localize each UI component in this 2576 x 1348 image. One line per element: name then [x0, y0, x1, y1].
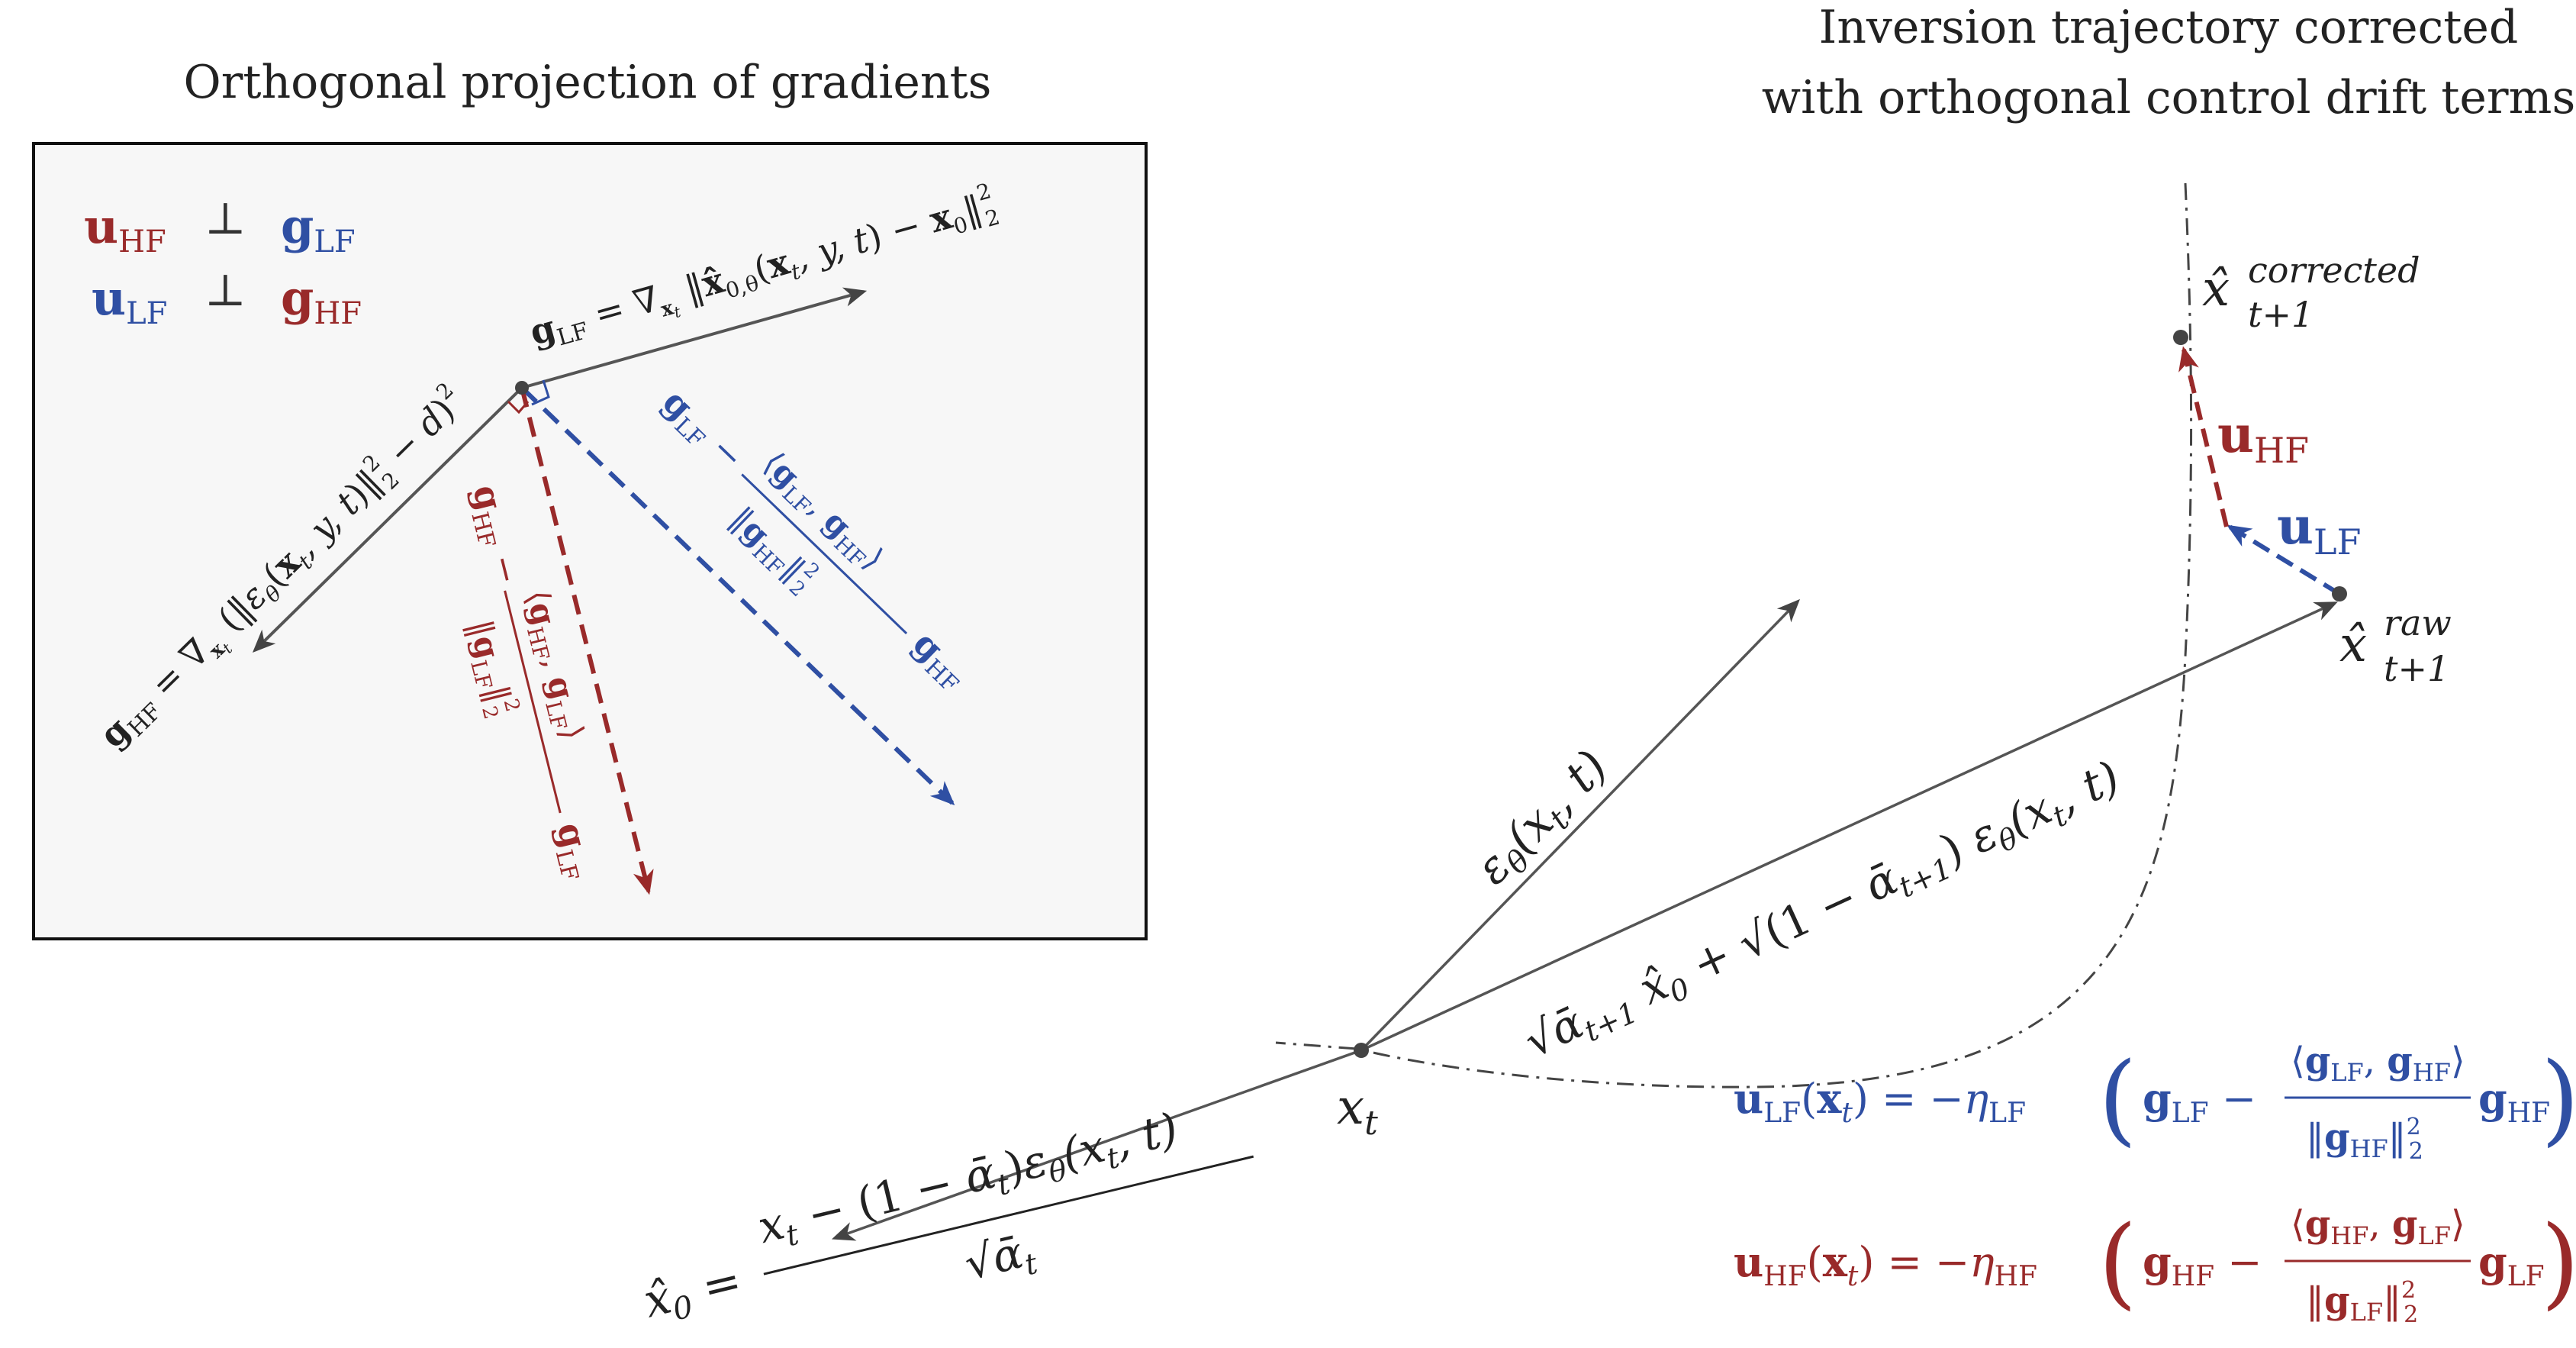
projected-lf-arrow [520, 385, 955, 806]
inversion-trajectory [1275, 182, 2193, 1088]
svg-text:⟨gHF, gLF⟩: ⟨gHF, gLF⟩ [2291, 1203, 2465, 1250]
svg-text:t+1: t+1 [2248, 294, 2314, 335]
u-hf-label: uHF [2217, 405, 2309, 471]
svg-text:uLF(xt) = −ηLF: uLF(xt) = −ηLF [1734, 1074, 2026, 1129]
svg-text:gHF −: gHF − [2143, 1237, 2262, 1292]
g-hf-label: gHF = ∇xt (‖εθ(xt, y, t)‖22 − d)2 [89, 377, 478, 761]
x-raw-label: x̂ raw t+1 [2339, 602, 2452, 689]
right-panel-title-line1: Inversion trajectory corrected [1819, 1, 2519, 54]
equation-u-hf: uHF(xt) = −ηHF ( gHF − ⟨gHF, gLF⟩ ‖gLF‖2… [1734, 1203, 2576, 1328]
right-panel-title-line2: with orthogonal control drift terms [1762, 71, 2575, 124]
left-panel-title: Orthogonal projection of gradients [184, 56, 992, 109]
x-raw-point [2332, 586, 2347, 601]
svg-text:√ᾱt: √ᾱt [959, 1224, 1041, 1295]
svg-text:x̂: x̂ [2202, 261, 2230, 318]
g-hf-arrow [252, 386, 523, 653]
svg-text:): ) [2541, 1204, 2576, 1320]
svg-text:gHF: gHF [2478, 1074, 2550, 1129]
svg-text:(: ( [2098, 1040, 2137, 1156]
ddim-step-label: √ᾱt+1 x̂0 + √(1 − ᾱt+1) εθ(xt, t) [1517, 750, 2130, 1072]
svg-text:uHF(xt) = −ηHF: uHF(xt) = −ηHF [1734, 1237, 2037, 1292]
epsilon-direction-arrow [1360, 598, 1800, 1052]
svg-text:gHF = ∇xt (‖εθ(xt, y, t)‖22 −: gHF = ∇xt (‖εθ(xt, y, t)‖22 − d)2 [89, 377, 478, 761]
x-t-point [1354, 1043, 1369, 1058]
x0-label: x̂0 = xt − (1 − ᾱt)εθ(xt, t) √ᾱt [639, 1102, 1254, 1333]
svg-text:corrected: corrected [2248, 250, 2420, 291]
projected-hf-label: gHF − ⟨gHF, gLF⟩ ‖gLF‖22 gLF [456, 481, 595, 884]
ddim-step-arrow [1360, 601, 2338, 1052]
svg-text:raw: raw [2384, 602, 2452, 643]
projected-hf-arrow [520, 387, 654, 895]
x0-direction-arrow [831, 1049, 1362, 1241]
svg-text:gLF −: gLF − [2143, 1074, 2256, 1129]
svg-text:⟨gHF, gLF⟩: ⟨gHF, gLF⟩ [514, 586, 592, 745]
svg-text:‖gLF‖22: ‖gLF‖22 [456, 615, 524, 721]
u-lf-arrow [2227, 524, 2341, 596]
right-angle-mark-blue [531, 379, 550, 406]
x-t-label: xt [1337, 1079, 1378, 1143]
svg-text:uHF: uHF [2217, 405, 2309, 471]
x-corrected-point [2173, 330, 2188, 345]
svg-text:t+1: t+1 [2384, 648, 2449, 689]
svg-text:x̂0 =: x̂0 = [639, 1253, 748, 1333]
svg-text:uLF: uLF [2277, 496, 2361, 563]
u-hf-arrow [2178, 346, 2229, 527]
x-corrected-label: x̂ corrected t+1 [2202, 250, 2420, 335]
equation-u-lf: uLF(xt) = −ηLF ( gLF − ⟨gLF, gHF⟩ ‖gHF‖2… [1734, 1040, 2576, 1165]
projection-panel [32, 142, 1148, 940]
epsilon-label: εθ(xt, t) [1466, 740, 1622, 898]
right-angle-mark-red [507, 400, 530, 414]
svg-text:⊥: ⊥ [204, 192, 246, 244]
svg-text:xt − (1 − ᾱt)εθ(xt, t): xt − (1 − ᾱt)εθ(xt, t) [753, 1102, 1184, 1258]
g-lf-arrow [521, 287, 868, 389]
svg-text:⟨gLF, gHF⟩: ⟨gLF, gHF⟩ [2291, 1040, 2465, 1087]
svg-text:√ᾱt+1 x̂0 + √(1 − ᾱt+1) εθ(xt,: √ᾱt+1 x̂0 + √(1 − ᾱt+1) εθ(xt, t) [1517, 750, 2130, 1072]
svg-text:⊥: ⊥ [204, 264, 246, 316]
svg-text:(: ( [2098, 1204, 2137, 1320]
u-lf-label: uLF [2277, 496, 2361, 563]
svg-text:x̂: x̂ [2339, 617, 2367, 673]
svg-text:‖gHF‖22: ‖gHF‖22 [2306, 1114, 2423, 1165]
svg-text:‖gLF‖22: ‖gLF‖22 [2306, 1277, 2418, 1328]
svg-text:εθ(xt, t): εθ(xt, t) [1466, 740, 1622, 898]
origin-point [515, 381, 529, 395]
svg-text:gLF: gLF [2478, 1237, 2545, 1292]
svg-text:): ) [2541, 1040, 2576, 1156]
